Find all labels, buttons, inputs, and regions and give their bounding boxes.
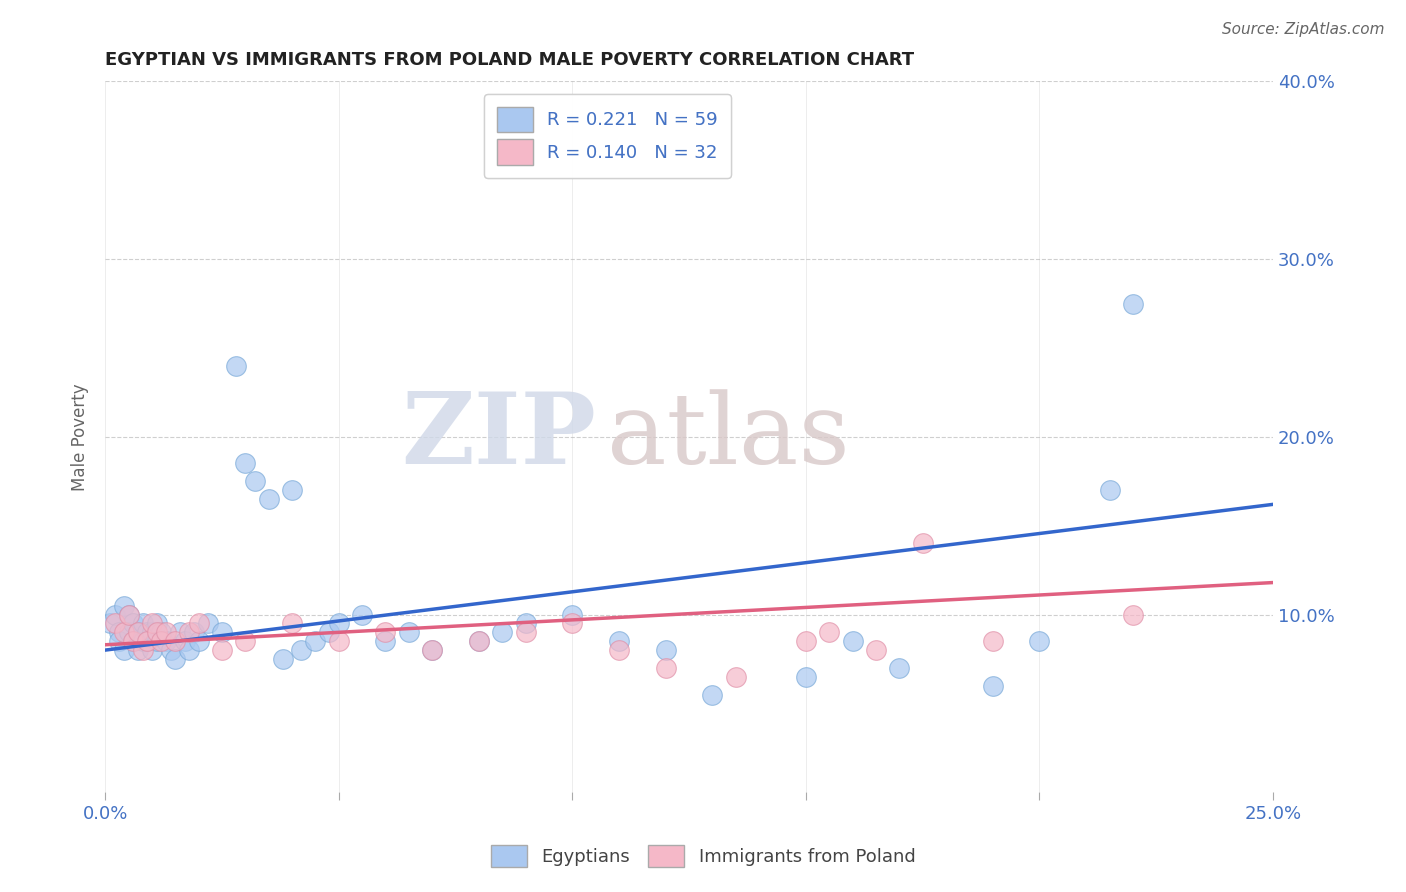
Point	[165, 634, 187, 648]
Point	[112, 625, 135, 640]
Text: Source: ZipAtlas.com: Source: ZipAtlas.com	[1222, 22, 1385, 37]
Point	[112, 643, 135, 657]
Point	[1028, 634, 1050, 648]
Point	[117, 607, 139, 622]
Point	[103, 607, 125, 622]
Point	[145, 634, 167, 648]
Point	[561, 616, 583, 631]
Legend: R = 0.221   N = 59, R = 0.140   N = 32: R = 0.221 N = 59, R = 0.140 N = 32	[484, 94, 731, 178]
Point	[127, 625, 149, 640]
Point	[165, 652, 187, 666]
Point	[117, 607, 139, 622]
Point	[98, 616, 121, 631]
Point	[865, 643, 887, 657]
Point	[841, 634, 863, 648]
Point	[155, 634, 177, 648]
Point	[981, 634, 1004, 648]
Point	[1122, 607, 1144, 622]
Point	[889, 661, 911, 675]
Legend: Egyptians, Immigrants from Poland: Egyptians, Immigrants from Poland	[484, 838, 922, 874]
Text: ZIP: ZIP	[401, 388, 596, 485]
Point	[122, 616, 145, 631]
Y-axis label: Male Poverty: Male Poverty	[72, 383, 89, 491]
Text: atlas: atlas	[607, 389, 851, 484]
Point	[607, 634, 630, 648]
Point	[1098, 483, 1121, 497]
Point	[179, 625, 201, 640]
Point	[183, 625, 205, 640]
Point	[169, 625, 191, 640]
Point	[281, 616, 304, 631]
Point	[187, 634, 209, 648]
Point	[911, 536, 934, 550]
Point	[702, 688, 724, 702]
Text: EGYPTIAN VS IMMIGRANTS FROM POLAND MALE POVERTY CORRELATION CHART: EGYPTIAN VS IMMIGRANTS FROM POLAND MALE …	[105, 51, 914, 69]
Point	[159, 643, 181, 657]
Point	[515, 625, 537, 640]
Point	[145, 616, 167, 631]
Point	[225, 359, 247, 373]
Point	[468, 634, 491, 648]
Point	[173, 634, 195, 648]
Point	[981, 679, 1004, 693]
Point	[398, 625, 420, 640]
Point	[724, 670, 747, 684]
Point	[136, 625, 159, 640]
Point	[112, 599, 135, 613]
Point	[136, 634, 159, 648]
Point	[117, 625, 139, 640]
Point	[243, 475, 266, 489]
Point	[131, 616, 153, 631]
Point	[794, 670, 817, 684]
Point	[235, 634, 257, 648]
Point	[328, 634, 350, 648]
Point	[141, 625, 163, 640]
Point	[127, 625, 149, 640]
Point	[187, 616, 209, 631]
Point	[794, 634, 817, 648]
Point	[515, 616, 537, 631]
Point	[374, 634, 396, 648]
Point	[179, 643, 201, 657]
Point	[131, 643, 153, 657]
Point	[290, 643, 312, 657]
Point	[281, 483, 304, 497]
Point	[141, 643, 163, 657]
Point	[235, 457, 257, 471]
Point	[131, 634, 153, 648]
Point	[122, 634, 145, 648]
Point	[108, 625, 131, 640]
Point	[150, 625, 173, 640]
Point	[304, 634, 326, 648]
Point	[420, 643, 443, 657]
Point	[318, 625, 340, 640]
Point	[145, 625, 167, 640]
Point	[108, 634, 131, 648]
Point	[491, 625, 513, 640]
Point	[103, 616, 125, 631]
Point	[155, 625, 177, 640]
Point	[211, 643, 233, 657]
Point	[136, 634, 159, 648]
Point	[211, 625, 233, 640]
Point	[122, 634, 145, 648]
Point	[127, 643, 149, 657]
Point	[655, 661, 678, 675]
Point	[150, 634, 173, 648]
Point	[374, 625, 396, 640]
Point	[655, 643, 678, 657]
Point	[257, 491, 280, 506]
Point	[352, 607, 374, 622]
Point	[197, 616, 219, 631]
Point	[468, 634, 491, 648]
Point	[420, 643, 443, 657]
Point	[818, 625, 841, 640]
Point	[1122, 296, 1144, 310]
Point	[141, 616, 163, 631]
Point	[328, 616, 350, 631]
Point	[607, 643, 630, 657]
Point	[271, 652, 294, 666]
Point	[561, 607, 583, 622]
